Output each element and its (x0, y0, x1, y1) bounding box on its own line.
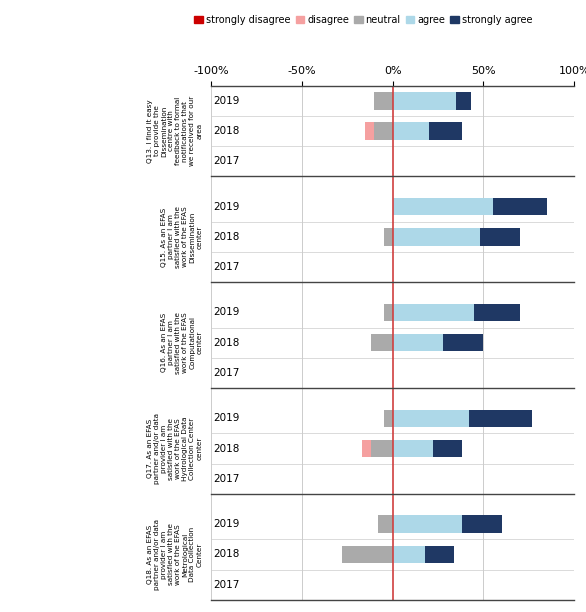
Bar (492, 198, 547, 215)
Bar (393, 92, 456, 110)
Bar (393, 304, 475, 321)
Bar (456, 92, 471, 110)
Bar (393, 409, 469, 427)
Text: Q16. As an EFAS
partner I am
satisfied with the
work of the EFAS
Computational
c: Q16. As an EFAS partner I am satisfied w… (161, 312, 202, 374)
Bar (444, 334, 483, 351)
Text: 2019: 2019 (213, 307, 239, 318)
Text: Q15. As an EFAS
partner I am
satisfied with the
work of the EFAS
Dissemination
c: Q15. As an EFAS partner I am satisfied w… (161, 206, 202, 268)
Text: Q18. As an EFAS
partner and/or data
provider I am
satisfied with the
work of the: Q18. As an EFAS partner and/or data prov… (147, 519, 202, 590)
Text: 2017: 2017 (213, 368, 239, 378)
Bar (383, 409, 393, 427)
Text: 2017: 2017 (213, 474, 239, 484)
Bar (374, 92, 393, 110)
Bar (374, 122, 393, 140)
Text: 2018: 2018 (213, 232, 239, 242)
Bar (480, 228, 520, 245)
Text: 2018: 2018 (213, 550, 239, 559)
Text: 2019: 2019 (213, 519, 239, 529)
Text: 2017: 2017 (213, 262, 239, 272)
Text: 2018: 2018 (213, 444, 239, 453)
Text: 2019: 2019 (213, 201, 239, 212)
Bar (475, 304, 520, 321)
Bar (425, 546, 454, 563)
Bar (366, 122, 374, 140)
Text: Q13. I find it easy
to provide the
Dissemination
centre with
feedback to formal
: Q13. I find it easy to provide the Disse… (147, 96, 202, 166)
Bar (393, 122, 429, 140)
Text: Q17. As an EFAS
partner and/or data
provider I am
satisfied with the
work of the: Q17. As an EFAS partner and/or data prov… (147, 413, 202, 484)
Bar (393, 440, 432, 457)
Bar (342, 546, 393, 563)
Bar (378, 515, 393, 533)
Bar (371, 334, 393, 351)
Bar (362, 440, 371, 457)
Bar (393, 198, 492, 215)
Text: 2018: 2018 (213, 126, 239, 136)
Bar (383, 304, 393, 321)
Bar (393, 546, 425, 563)
Bar (393, 334, 444, 351)
Bar (393, 228, 480, 245)
Bar (462, 515, 502, 533)
Bar (371, 440, 393, 457)
Bar (432, 440, 462, 457)
Text: 2019: 2019 (213, 413, 239, 424)
Bar (393, 515, 462, 533)
Bar (469, 409, 533, 427)
Bar (383, 228, 393, 245)
Text: 2018: 2018 (213, 338, 239, 348)
Text: 2017: 2017 (213, 156, 239, 166)
Legend: strongly disagree, disagree, neutral, agree, strongly agree: strongly disagree, disagree, neutral, ag… (190, 11, 536, 29)
Bar (429, 122, 462, 140)
Text: 2019: 2019 (213, 96, 239, 106)
Text: 2017: 2017 (213, 580, 239, 589)
